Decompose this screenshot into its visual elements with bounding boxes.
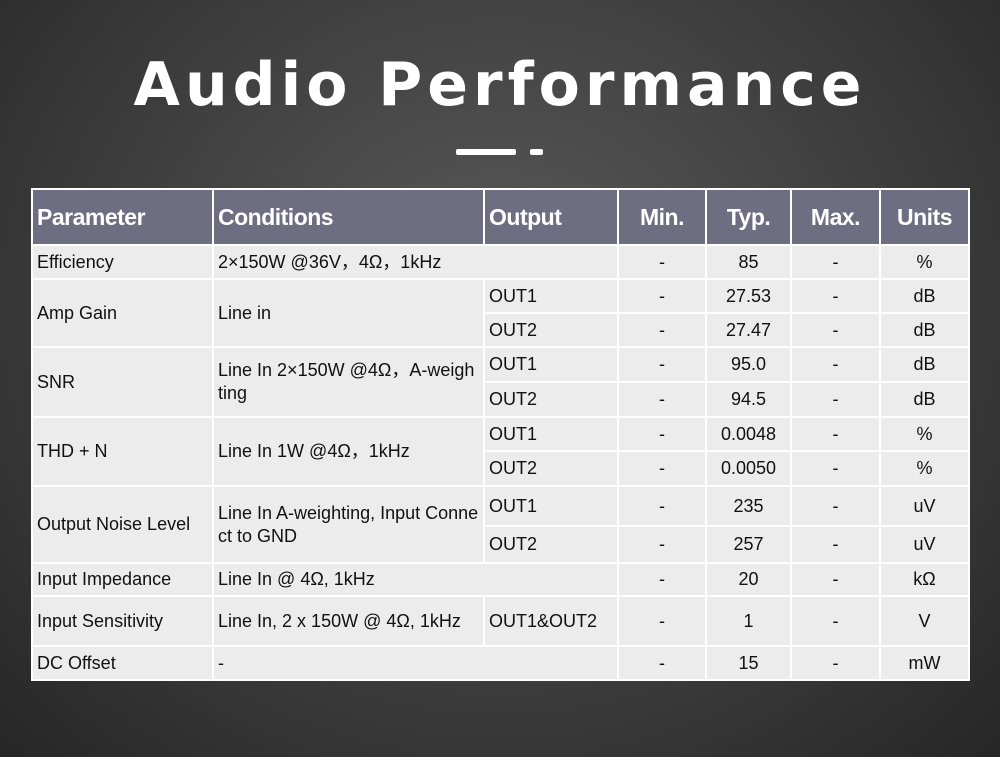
table-cell: Input Sensitivity [31, 595, 214, 647]
table-cell: SNR [31, 346, 214, 418]
table-cell: - [617, 450, 707, 487]
table-cell: Input Impedance [31, 562, 214, 597]
table-cell: 15 [705, 645, 792, 681]
table-cell: - [790, 346, 881, 383]
table-cell: - [790, 278, 881, 314]
table-cell: - [617, 595, 707, 647]
table-cell: 85 [705, 244, 792, 280]
table-cell: kΩ [879, 562, 970, 597]
table-cell: THD + N [31, 416, 214, 487]
table-cell: dB [879, 381, 970, 418]
table-cell: % [879, 450, 970, 487]
table-cell: OUT1 [483, 346, 619, 383]
title-underline [456, 149, 516, 155]
table-cell: OUT1&OUT2 [483, 595, 619, 647]
table-cell: - [790, 562, 881, 597]
table-row: Input Impedance Line In @ 4Ω, 1kHz -20- kΩ [31, 562, 970, 597]
table-cell: - [790, 416, 881, 452]
column-header: Units [879, 188, 970, 246]
table-row: OUT2-0.0050-% [32, 450, 970, 487]
table-cell: 235 [705, 485, 792, 527]
table-cell: OUT1 [483, 416, 619, 452]
table-cell: - [790, 312, 881, 348]
spec-table: Parameter Conditions Output Min. Typ. Max. Uni… [31, 188, 970, 681]
column-header: Typ. [705, 188, 792, 246]
table-cell: - [790, 485, 881, 527]
table-cell: OUT1 [483, 278, 619, 314]
column-header: Conditions [212, 188, 485, 246]
table-cell: mW [879, 645, 970, 681]
column-header: Parameter [31, 188, 214, 246]
table-cell: - [617, 381, 707, 418]
table-cell: 27.53 [705, 278, 792, 314]
table-cell: - [617, 485, 707, 527]
table-cell: 27.47 [705, 312, 792, 348]
table-cell: dB [879, 346, 970, 383]
table-cell: Line In, 2 x 150W @ 4Ω, 1kHz [212, 595, 485, 647]
table-cell: - [617, 346, 707, 383]
table-cell: 257 [705, 525, 792, 564]
table-cell: V [879, 595, 970, 647]
table-row: Output Noise Level Line In A-weighting, I… [31, 485, 970, 564]
column-header: Min. [617, 188, 707, 246]
table-row: SNR Line In 2×150W @4Ω，A-weighting OUT1-95… [31, 346, 970, 418]
column-header: Max. [790, 188, 881, 246]
table-cell: 0.0050 [705, 450, 792, 487]
table-cell: Output Noise Level [31, 485, 214, 564]
table-cell: DC Offset [31, 645, 214, 681]
table-cell: - [617, 416, 707, 452]
table-row: THD + N Line In 1W @4Ω，1kHz OUT1-0.0048-% [31, 416, 970, 487]
table-cell: - [790, 595, 881, 647]
table-row: Input Sensitivity Line In, 2 x 150W @ 4Ω,… [31, 595, 970, 647]
table-row: Amp Gain Line in OUT1-27.53- dB [31, 278, 970, 348]
table-cell: OUT2 [483, 525, 619, 564]
table-cell: 0.0048 [705, 416, 792, 452]
table-cell: - [790, 381, 881, 418]
table-cell: OUT2 [483, 381, 619, 418]
table-row: OUT2-94.5- dB [32, 381, 970, 418]
table-cell: Efficiency [31, 244, 214, 280]
table-cell: OUT2 [483, 450, 619, 487]
table-cell: Line In 1W @4Ω，1kHz [212, 416, 485, 487]
table-cell: - [790, 525, 881, 564]
table-cell: 1 [705, 595, 792, 647]
page-title: Audio Performance [133, 50, 867, 120]
table-cell: - [790, 244, 881, 280]
table-cell: Line In @ 4Ω, 1kHz [212, 562, 619, 597]
table-cell: Line In A-weighting, Input Connect to GN… [212, 485, 485, 564]
table-cell: - [617, 525, 707, 564]
table-row: OUT2-27.47- dB [32, 312, 970, 348]
table-cell: uV [879, 525, 970, 564]
header-row: Parameter Conditions Output Min. Typ. Max. Uni… [31, 188, 970, 246]
column-header: Output [483, 188, 619, 246]
table-row: Efficiency 2×150W @36V，4Ω，1kHz -85-% [31, 244, 970, 280]
table-cell: OUT1 [483, 485, 619, 527]
table-cell: % [879, 244, 970, 280]
table-row: OUT2-257- uV [32, 525, 970, 564]
table-cell: dB [879, 312, 970, 348]
table-cell: - [790, 450, 881, 487]
table-cell: Amp Gain [31, 278, 214, 348]
title-underline-dot [530, 149, 543, 155]
table-cell: - [617, 562, 707, 597]
table-cell: - [212, 645, 619, 681]
table-cell: dB [879, 278, 970, 314]
table-cell: 2×150W @36V，4Ω，1kHz [212, 244, 619, 280]
table-cell: OUT2 [483, 312, 619, 348]
table-cell: - [617, 278, 707, 314]
table-cell: - [790, 645, 881, 681]
table-cell: uV [879, 485, 970, 527]
table-cell: - [617, 244, 707, 280]
table-row: DC Offset - -15- mW [31, 645, 970, 681]
table-cell: - [617, 645, 707, 681]
table-cell: 94.5 [705, 381, 792, 418]
table-cell: % [879, 416, 970, 452]
table-cell: Line In 2×150W @4Ω，A-weighting [212, 346, 485, 418]
table-cell: Line in [212, 278, 485, 348]
table-cell: 95.0 [705, 346, 792, 383]
table-cell: 20 [705, 562, 792, 597]
table-cell: - [617, 312, 707, 348]
